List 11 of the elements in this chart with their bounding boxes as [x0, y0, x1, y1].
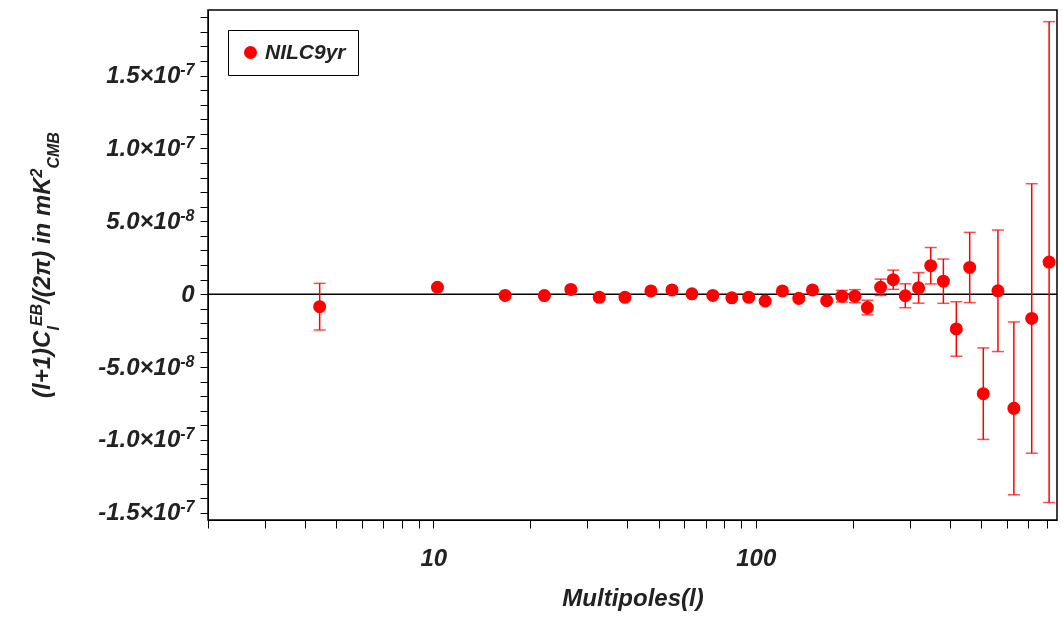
- y-tick-label: -5.0×10$^{-8}$: [98, 352, 195, 380]
- y-tick-label: 5.0×10$^{-8}$: [106, 206, 195, 234]
- legend-label: NILC9yr: [265, 39, 348, 63]
- y-tick-label: -1.0×10$^{-7}$: [98, 424, 196, 453]
- x-axis-title: Multipoles(l): [562, 583, 704, 611]
- y-tick-label: 0: [181, 279, 196, 307]
- y-tick-label: 1.5×10$^{-7}$: [106, 60, 196, 89]
- x-tick-label: 10: [420, 543, 448, 571]
- y-tick-label: -1.5×10$^{-7}$: [98, 497, 196, 526]
- x-tick-label: 100: [736, 543, 777, 571]
- y-tick-label: 1.0×10$^{-7}$: [106, 133, 196, 161]
